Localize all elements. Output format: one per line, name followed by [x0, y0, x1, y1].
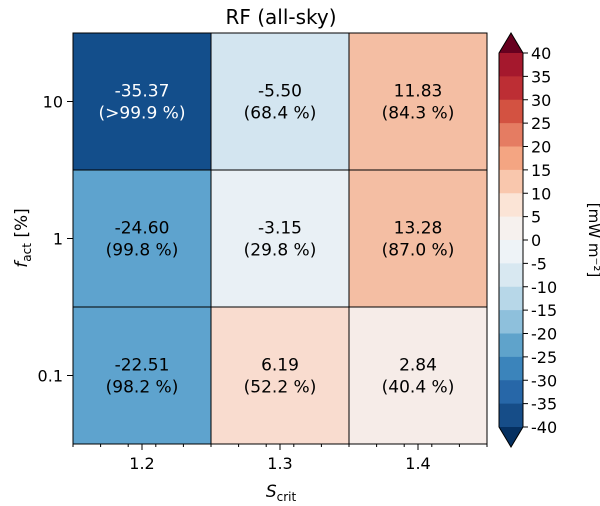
colorbar-tick-label: -40: [531, 418, 557, 437]
x-axis-label-sub: crit: [277, 490, 297, 504]
colorbar-band: [499, 333, 523, 358]
colorbar-band: [499, 263, 523, 288]
colorbar-label: [mW m⁻²]: [585, 203, 600, 277]
cell-percent-label: (99.8 %): [106, 241, 179, 261]
x-axis-label-main: S: [266, 482, 277, 502]
cell-percent-label: (52.2 %): [244, 378, 317, 398]
colorbar-tick-label: 5: [531, 208, 541, 227]
colorbar-tick-label: 15: [531, 161, 551, 180]
colorbar-tick-label: -35: [531, 395, 557, 414]
heatmap-cell: [210, 306, 350, 445]
y-axis-label-sub: act: [20, 243, 34, 262]
colorbar-band: [499, 240, 523, 264]
x-axis-label: Scrit: [266, 482, 297, 504]
colorbar-tick-label: -20: [531, 325, 557, 344]
cell-percent-label: (>99.9 %): [99, 104, 186, 124]
colorbar-band: [499, 123, 523, 147]
colorbar-tick-label: -30: [531, 371, 557, 390]
colorbar-band: [499, 53, 523, 77]
colorbar-tick-label: 35: [531, 67, 551, 86]
y-axis-label-unit: [%]: [12, 208, 32, 243]
colorbar-extend-over: [499, 33, 523, 53]
colorbar-band: [499, 76, 523, 101]
cell-value-label: 13.28: [394, 219, 443, 239]
cell-value-label: 2.84: [399, 356, 437, 376]
colorbar-tick-label: -10: [531, 278, 557, 297]
cell-value-label: -5.50: [258, 82, 302, 102]
heatmap-cell: [72, 169, 212, 308]
colorbar-band: [499, 216, 523, 241]
colorbar-tick-label: 20: [531, 138, 551, 157]
cell-value-label: -3.15: [258, 219, 302, 239]
colorbar-tick-label: 10: [531, 184, 551, 203]
cell-percent-label: (29.8 %): [244, 241, 317, 261]
heatmap-cells: [72, 32, 488, 445]
y-axis-label: fact [%]: [12, 208, 34, 267]
cell-percent-label: (84.3 %): [382, 104, 455, 124]
heatmap-cell: [210, 32, 350, 171]
heatmap-cell: [348, 306, 488, 445]
cell-percent-label: (68.4 %): [244, 104, 317, 124]
cell-percent-label: (40.4 %): [382, 378, 455, 398]
colorbar-band: [499, 310, 523, 334]
colorbar: 40 35 30 25 20 15 10 5 0 -5 -10 -15 -20 -25 -30 -35 -40: [498, 32, 557, 448]
colorbar-band: [499, 380, 523, 405]
cell-value-label: -24.60: [115, 219, 170, 239]
colorbar-band: [499, 169, 523, 194]
chart-title: RF (all-sky): [225, 5, 336, 29]
colorbar-tick-label: 30: [531, 91, 551, 110]
cell-value-label: 6.19: [261, 356, 299, 376]
colorbar-band: [499, 193, 523, 218]
colorbar-band: [499, 146, 523, 171]
colorbar-band: [499, 99, 523, 124]
y-axis-label-main: f: [12, 259, 32, 268]
colorbar-band: [499, 286, 523, 311]
y-tick-label: 10: [43, 93, 63, 112]
colorbar-band: [499, 356, 523, 381]
colorbar-tick-label: -25: [531, 348, 557, 367]
heatmap-cell: [72, 32, 212, 171]
cell-value-label: 11.83: [394, 82, 443, 102]
heatmap-cell: [210, 169, 350, 308]
colorbar-tick-label: -15: [531, 301, 557, 320]
colorbar-tick-label: 40: [531, 44, 551, 63]
y-tick-label: 1: [53, 230, 63, 249]
colorbar-band: [499, 403, 523, 428]
x-tick-label: 1.2: [129, 454, 154, 473]
cell-value-label: -35.37: [115, 82, 170, 102]
cell-value-label: -22.51: [115, 356, 170, 376]
cell-percent-label: (87.0 %): [382, 241, 455, 261]
cell-percent-label: (98.2 %): [106, 378, 179, 398]
colorbar-tick-label: 0: [531, 231, 541, 250]
y-tick-label: 0.1: [38, 367, 63, 386]
axes: 1.2 1.3 1.4 0.1 1 10: [38, 32, 488, 473]
heatmap-cell: [348, 169, 488, 308]
heatmap-cell-labels: -35.37(>99.9 %) -5.50(68.4 %) 11.83(84.3 %…: [99, 82, 455, 398]
heatmap-cell: [348, 32, 488, 171]
colorbar-tick-label: 25: [531, 114, 551, 133]
heatmap-cell: [72, 306, 212, 445]
colorbar-tick-label: -5: [531, 254, 547, 273]
x-tick-label: 1.3: [267, 454, 292, 473]
colorbar-extend-under: [499, 427, 523, 447]
x-tick-label: 1.4: [405, 454, 430, 473]
